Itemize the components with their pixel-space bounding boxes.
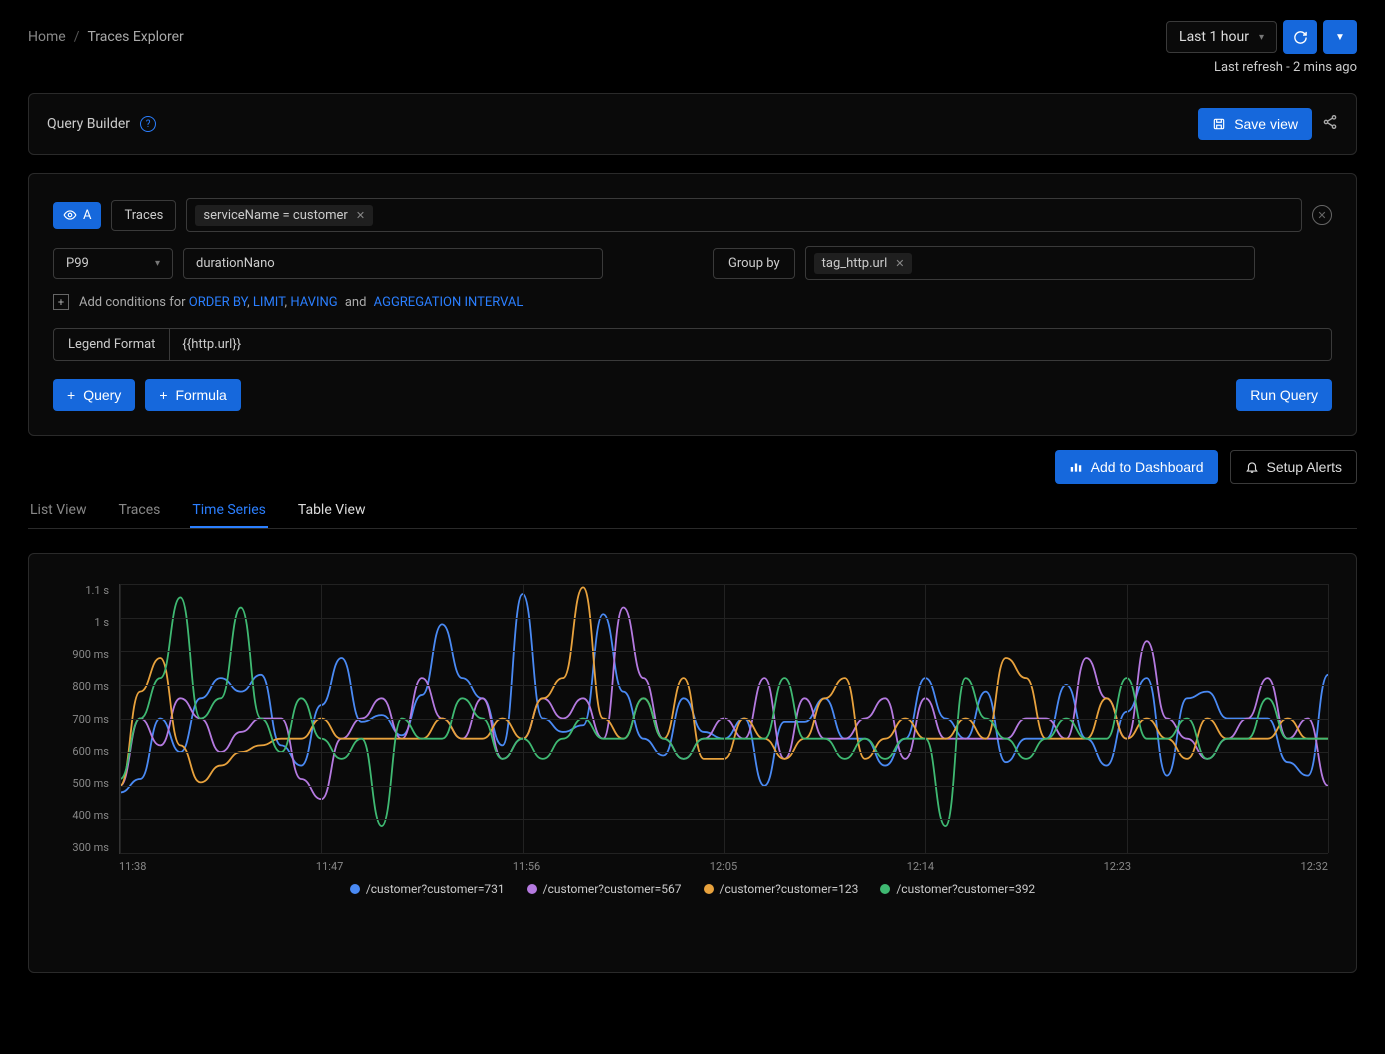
- legend-item[interactable]: /customer?customer=123: [704, 882, 859, 896]
- add-query-button[interactable]: + Query: [53, 379, 135, 411]
- plus-icon[interactable]: +: [53, 294, 69, 310]
- group-by-chip[interactable]: tag_http.url ✕: [814, 253, 913, 274]
- filter-chip-label: serviceName = customer: [203, 208, 347, 223]
- chart-plot[interactable]: [119, 584, 1328, 854]
- save-view-label: Save view: [1234, 116, 1298, 132]
- close-icon[interactable]: ✕: [895, 257, 904, 270]
- chevron-down-icon: ▾: [1259, 32, 1264, 43]
- source-selector[interactable]: Traces: [111, 200, 176, 231]
- share-icon: [1322, 114, 1338, 130]
- refresh-button[interactable]: [1283, 20, 1317, 54]
- query-builder-title: Query Builder: [47, 116, 130, 132]
- group-by-input[interactable]: tag_http.url ✕: [805, 246, 1255, 280]
- chart-panel: 1.1 s1 s900 ms800 ms700 ms600 ms500 ms40…: [28, 553, 1357, 973]
- filter-input[interactable]: serviceName = customer ✕: [186, 198, 1302, 232]
- order-by-link[interactable]: ORDER BY: [189, 295, 247, 310]
- add-conditions-row: + Add conditions for ORDER BY, LIMIT, HA…: [53, 294, 1332, 310]
- legend-format-input[interactable]: {{http.url}}: [169, 328, 1332, 361]
- refresh-dropdown-button[interactable]: ▼: [1323, 20, 1357, 54]
- legend-dot-icon: [527, 884, 537, 894]
- legend-item[interactable]: /customer?customer=567: [527, 882, 682, 896]
- refresh-icon: [1293, 30, 1308, 45]
- legend-format-label: Legend Format: [53, 328, 169, 361]
- query-badge-label: A: [83, 208, 91, 223]
- caret-down-icon: ▼: [1335, 32, 1345, 43]
- chart-icon: [1069, 460, 1083, 474]
- time-range-label: Last 1 hour: [1179, 29, 1249, 45]
- run-query-label: Run Query: [1250, 387, 1318, 403]
- close-icon: ✕: [1317, 209, 1326, 222]
- setup-alerts-button[interactable]: Setup Alerts: [1230, 450, 1358, 484]
- legend-item[interactable]: /customer?customer=731: [350, 882, 505, 896]
- bell-icon: [1245, 460, 1259, 474]
- legend-label: /customer?customer=392: [896, 882, 1035, 896]
- aggregation-value: P99: [66, 256, 89, 271]
- breadcrumb: Home / Traces Explorer: [28, 29, 184, 45]
- save-icon: [1212, 117, 1226, 131]
- query-panel: A Traces serviceName = customer ✕ ✕ P99 …: [28, 173, 1357, 436]
- plus-icon: +: [159, 387, 167, 403]
- query-row-badge[interactable]: A: [53, 202, 101, 229]
- legend-item[interactable]: /customer?customer=392: [880, 882, 1035, 896]
- breadcrumb-separator: /: [74, 29, 80, 45]
- tab-time-series[interactable]: Time Series: [190, 494, 267, 528]
- legend-dot-icon: [880, 884, 890, 894]
- x-axis: 11:3811:4711:5612:0512:1412:2312:32: [119, 860, 1328, 873]
- time-range-selector[interactable]: Last 1 hour ▾: [1166, 21, 1277, 53]
- filter-chip[interactable]: serviceName = customer ✕: [195, 205, 373, 226]
- legend-dot-icon: [704, 884, 714, 894]
- legend-dot-icon: [350, 884, 360, 894]
- conditions-prefix: Add conditions for: [79, 295, 186, 310]
- group-by-chip-label: tag_http.url: [822, 256, 888, 271]
- aggregation-select[interactable]: P99 ▾: [53, 248, 173, 279]
- legend-label: /customer?customer=123: [720, 882, 859, 896]
- agg-interval-link[interactable]: AGGREGATION INTERVAL: [374, 295, 524, 310]
- last-refresh-text: Last refresh - 2 mins ago: [28, 60, 1357, 75]
- y-axis: 1.1 s1 s900 ms800 ms700 ms600 ms500 ms40…: [57, 584, 115, 854]
- having-link[interactable]: HAVING: [290, 295, 337, 310]
- breadcrumb-current: Traces Explorer: [87, 29, 183, 45]
- group-by-label: Group by: [713, 248, 795, 279]
- plus-icon: +: [67, 387, 75, 403]
- chevron-down-icon: ▾: [155, 258, 160, 269]
- help-icon[interactable]: ?: [140, 116, 156, 132]
- close-icon[interactable]: ✕: [356, 209, 365, 222]
- and-text: and: [345, 295, 367, 310]
- share-button[interactable]: [1322, 114, 1338, 134]
- setup-alerts-label: Setup Alerts: [1267, 459, 1343, 475]
- eye-icon: [63, 208, 77, 222]
- view-tabs: List View Traces Time Series Table View: [28, 494, 1357, 529]
- add-to-dashboard-label: Add to Dashboard: [1091, 459, 1204, 475]
- save-view-button[interactable]: Save view: [1198, 108, 1312, 140]
- chart-legend: /customer?customer=731/customer?customer…: [57, 882, 1328, 896]
- legend-label: /customer?customer=731: [366, 882, 505, 896]
- add-formula-label: Formula: [176, 387, 227, 403]
- remove-query-button[interactable]: ✕: [1312, 205, 1332, 225]
- metric-input[interactable]: durationNano: [183, 248, 603, 279]
- add-query-label: Query: [83, 387, 121, 403]
- breadcrumb-home[interactable]: Home: [28, 29, 66, 45]
- legend-label: /customer?customer=567: [543, 882, 682, 896]
- run-query-button[interactable]: Run Query: [1236, 379, 1332, 411]
- tab-traces[interactable]: Traces: [117, 494, 163, 528]
- tab-table-view[interactable]: Table View: [296, 494, 368, 528]
- add-formula-button[interactable]: + Formula: [145, 379, 241, 411]
- tab-list-view[interactable]: List View: [28, 494, 89, 528]
- limit-link[interactable]: LIMIT: [253, 295, 285, 310]
- add-to-dashboard-button[interactable]: Add to Dashboard: [1055, 450, 1218, 484]
